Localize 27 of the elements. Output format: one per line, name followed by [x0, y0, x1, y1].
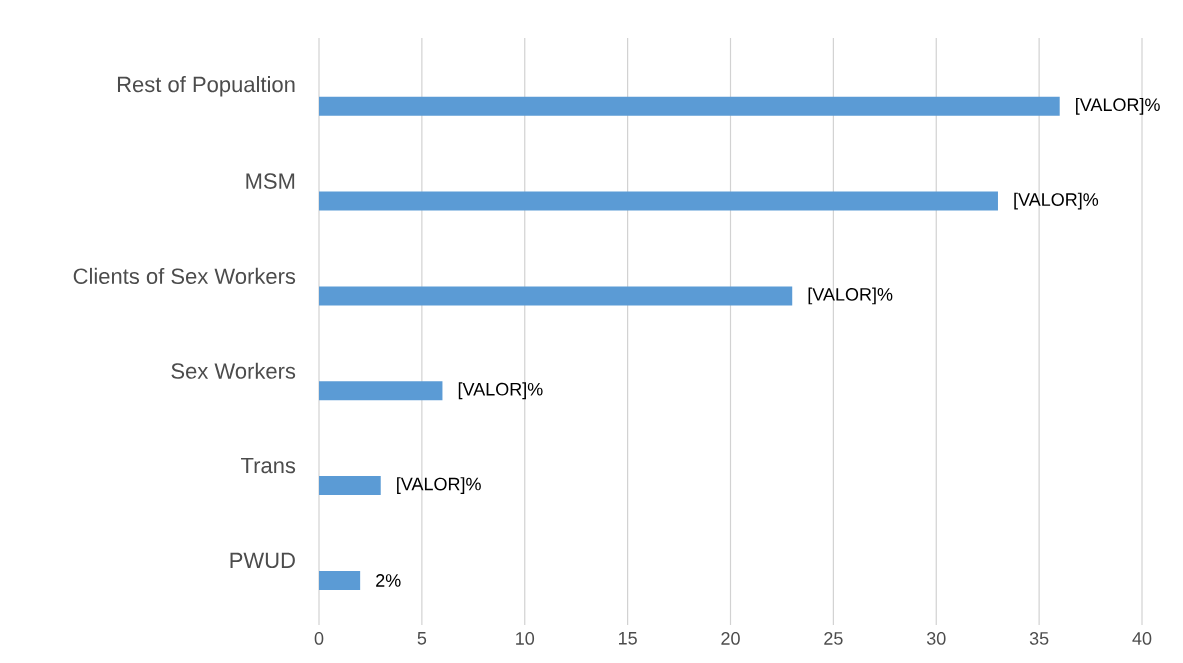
x-tick-label: 35 [1029, 632, 1049, 645]
x-tick-label: 10 [516, 632, 535, 645]
x-tick-label: 20 [721, 632, 740, 645]
data-label: [VALOR]% [458, 382, 543, 400]
data-label: [VALOR]% [1076, 97, 1160, 115]
data-label: [VALOR]% [808, 287, 893, 305]
data-label: 2% [376, 574, 401, 587]
x-tick-label: 25 [824, 632, 843, 645]
bar [319, 476, 381, 496]
data-label: [VALOR]% [397, 477, 481, 494]
y-tick-label: Clients of Sex Workers [73, 267, 296, 285]
y-tick-label: Trans [241, 457, 296, 474]
y-tick-label: Sex Workers [171, 362, 296, 379]
y-tick-label: Rest of Popualtion [117, 76, 295, 97]
bar [319, 191, 998, 211]
bar [319, 286, 793, 306]
bar [319, 96, 1060, 116]
y-tick-label: PWUD [230, 552, 295, 569]
x-tick-label: 30 [926, 632, 946, 645]
x-tick-label: 5 [417, 632, 427, 645]
y-tick-label: MSM [246, 173, 295, 189]
data-label: [VALOR]% [1014, 192, 1099, 210]
x-tick-label: 0 [314, 632, 324, 645]
bar [319, 570, 361, 590]
x-tick-label: 40 [1132, 632, 1152, 645]
bar [319, 381, 443, 401]
x-tick-label: 15 [619, 632, 637, 645]
